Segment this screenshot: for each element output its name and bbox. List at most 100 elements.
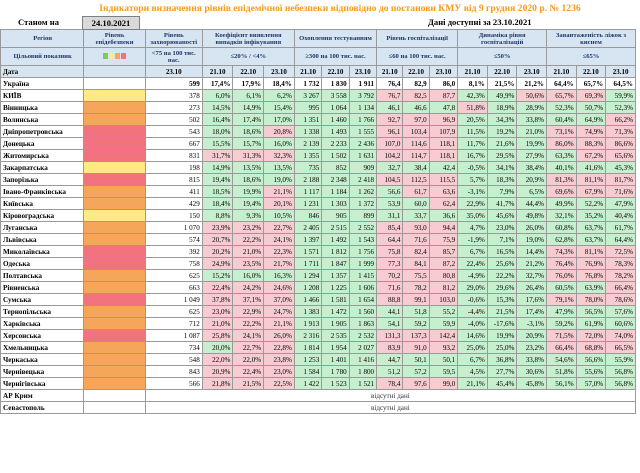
incidence-value: 625 xyxy=(144,305,203,318)
region-row: Волинська 502 16,4% 17,4% 17,0% 1 351 1 460 1 7… xyxy=(0,113,636,126)
beds-value: 47,9% xyxy=(605,197,636,210)
hosp-value: 51,8 xyxy=(402,305,430,318)
region-name: Волинська xyxy=(0,113,85,126)
dyn-value: 22,4% xyxy=(457,257,488,270)
hosp-value: 104,2 xyxy=(376,149,404,162)
test-value: 1 208 xyxy=(293,281,323,294)
region-name: Полтавська xyxy=(0,269,85,282)
beds-value: 51,8% xyxy=(546,365,577,378)
det-value: 21,7% xyxy=(263,257,295,270)
beds-value: 81,7% xyxy=(605,173,636,186)
hosp-value: 75,5 xyxy=(402,269,430,282)
hosp-value: 94,4 xyxy=(428,221,459,234)
region-row: Чернівецька 843 20,9% 22,4% 23,0% 1 584 1 780 1… xyxy=(0,365,636,378)
hosp-value: 33,7 xyxy=(402,209,430,222)
level-indicator xyxy=(83,89,146,102)
level-indicator xyxy=(83,365,146,378)
hosp-value: 42,4 xyxy=(428,161,459,174)
hosp-value: 38,4 xyxy=(402,161,430,174)
test-value: 1 338 xyxy=(293,125,323,138)
date-det-1: 21.10 xyxy=(201,65,234,78)
test-value: 2 348 xyxy=(321,173,350,186)
dyn-value: 42,3% xyxy=(457,89,488,102)
beds-value: 68,8% xyxy=(575,341,607,354)
det-value: 37,8% xyxy=(201,293,234,306)
test-value: 1 502 xyxy=(321,149,350,162)
beds-value: 81,3% xyxy=(546,173,577,186)
beds-value: 81,1% xyxy=(575,173,607,186)
det-value: 16,0% xyxy=(232,269,265,282)
det-value: 22,3% xyxy=(263,245,295,258)
region-row: Закарпатська 198 14,9% 13,5% 13,5% 735 852 909 3… xyxy=(0,161,636,174)
dyn-value: 23,2% xyxy=(516,341,548,354)
indicators-table: Регіон Рівень епідебезпеки Рівень захвор… xyxy=(0,29,637,414)
beds-value: 56,8% xyxy=(605,377,636,390)
det-value: 21,8% xyxy=(201,377,234,390)
test-value: 1 523 xyxy=(321,377,350,390)
hosp-value: 97,6 xyxy=(402,377,430,390)
dyn-value: -3,1% xyxy=(457,185,488,198)
det-value: 23,0% xyxy=(263,365,295,378)
beds-value: 66,2% xyxy=(605,113,636,126)
beds-value: 74,0% xyxy=(605,329,636,342)
test-value: 735 xyxy=(293,161,323,174)
beds-value: 45,3% xyxy=(605,161,636,174)
test-value: 1 351 xyxy=(293,113,323,126)
det-value: 31,3% xyxy=(232,149,265,162)
level-indicator xyxy=(83,197,146,210)
hosp-value: 115,5 xyxy=(428,173,459,186)
hosp-value: 50,1 xyxy=(402,353,430,366)
beds-value: 61,7% xyxy=(605,221,636,234)
test-value: 1 999 xyxy=(348,257,378,270)
dyn-value: 22,9% xyxy=(457,197,488,210)
region-row: Черкаська 548 22,0% 22,0% 23,8% 1 253 1 401 1 4… xyxy=(0,353,636,366)
dyn-value: 21,0% xyxy=(516,125,548,138)
incidence-value: 502 xyxy=(144,113,203,126)
beds-value: 52,3% xyxy=(546,101,577,114)
date-dyn-3: 23.10 xyxy=(516,65,548,78)
test-value: 1 732 xyxy=(293,77,323,90)
level-indicator xyxy=(83,353,146,366)
incidence-value: 712 xyxy=(144,317,203,330)
level-indicator xyxy=(83,293,146,306)
region-row: Дніпропетровська 543 18,0% 18,6% 20,8% 1 338 1… xyxy=(0,125,636,138)
beds-value: 76,8% xyxy=(575,269,607,282)
det-value: 18,5% xyxy=(201,185,234,198)
beds-value: 74,3% xyxy=(546,245,577,258)
level-indicator xyxy=(83,377,146,390)
region-row: Тернопільська 625 23,0% 22,9% 24,7% 1 383 1 47… xyxy=(0,305,636,318)
incidence-value: 429 xyxy=(144,197,203,210)
header-incidence: Рівень захворюваності xyxy=(144,29,203,48)
dyn-value: 21,6% xyxy=(486,137,518,150)
test-value: 1 262 xyxy=(348,185,378,198)
det-value: 16,0% xyxy=(263,137,295,150)
hosp-value: 118,1 xyxy=(428,149,459,162)
region-name: Чернівецька xyxy=(0,365,85,378)
beds-value: 55,6% xyxy=(575,365,607,378)
dyn-value: 21,2% xyxy=(516,257,548,270)
incidence-value: 831 xyxy=(144,149,203,162)
det-value: 18,4% xyxy=(201,197,234,210)
dyn-value: 27,7% xyxy=(486,365,518,378)
det-value: 22,2% xyxy=(232,233,265,246)
level-indicator xyxy=(83,125,146,138)
hosp-value: 60,0 xyxy=(402,197,430,210)
incidence-value: 734 xyxy=(144,341,203,354)
dyn-value: 34,1% xyxy=(486,161,518,174)
date-det-2: 22.10 xyxy=(232,65,265,78)
dyn-value: 51,8% xyxy=(457,101,488,114)
beds-value: 62,8% xyxy=(546,233,577,246)
test-value: 1 064 xyxy=(321,101,350,114)
region-name: Україна xyxy=(0,77,85,90)
beds-value: 64,4% xyxy=(605,233,636,246)
test-value: 1 401 xyxy=(321,353,350,366)
beds-value: 59,9% xyxy=(605,89,636,102)
region-row: Харківська 712 21,0% 22,2% 21,1% 1 913 1 905 1 … xyxy=(0,317,636,330)
beds-value: 63,3% xyxy=(546,149,577,162)
test-value: 1 756 xyxy=(348,245,378,258)
dyn-value: 35,0% xyxy=(457,209,488,222)
dyn-value: -3,1% xyxy=(516,317,548,330)
date-hosp-1: 21.10 xyxy=(376,65,404,78)
dyn-value: -4,9% xyxy=(457,269,488,282)
test-value: 1 584 xyxy=(293,365,323,378)
